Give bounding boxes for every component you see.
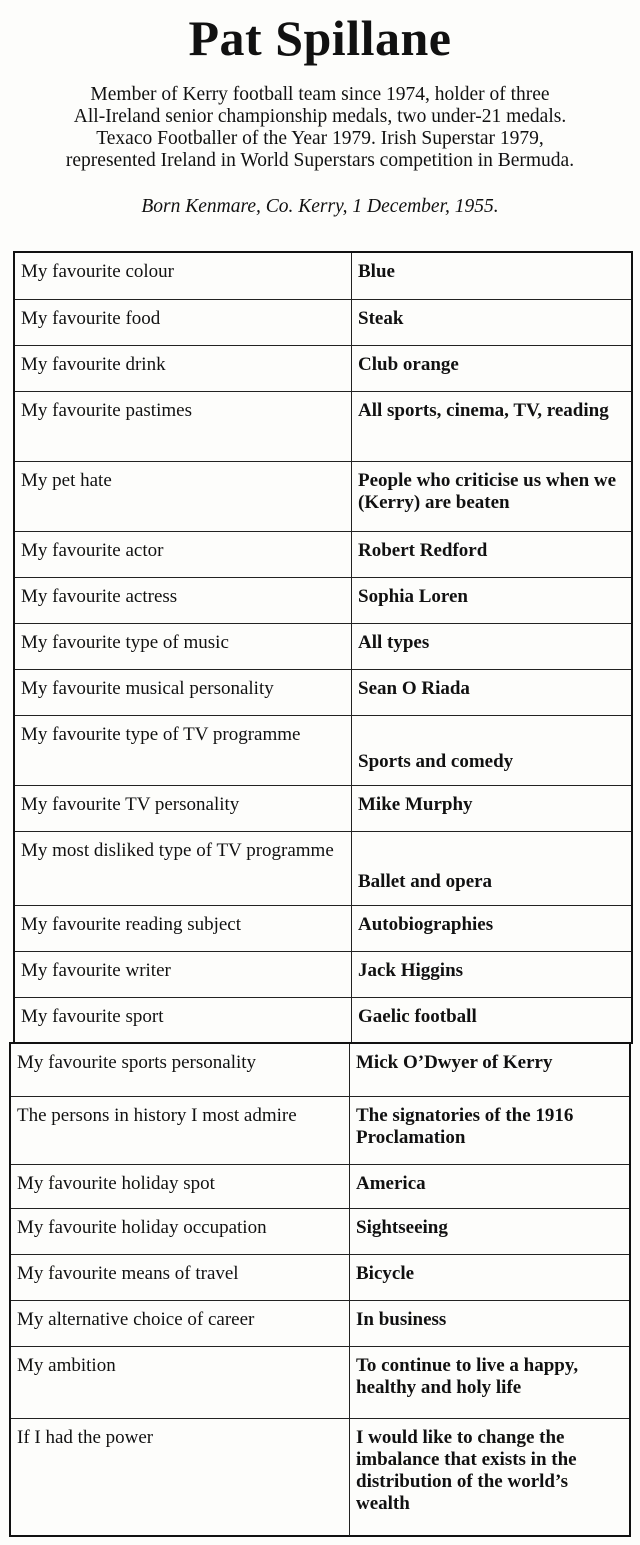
row-value: To continue to live a happy, healthy and… xyxy=(349,1347,629,1418)
row-label: My favourite colour xyxy=(21,261,175,282)
row-value: The signatories of the 1916 Proclamation xyxy=(349,1097,629,1164)
table-row: My favourite food Steak xyxy=(15,299,631,345)
table-row: My favourite holiday spot America xyxy=(11,1164,629,1208)
row-value: Sports and comedy xyxy=(351,716,631,785)
table-row: My favourite writer Jack Higgins xyxy=(15,951,631,997)
row-value: Robert Redford xyxy=(351,532,631,577)
favourites-table-1: My favourite colour Blue My favourite food… xyxy=(13,251,633,1044)
table-row: If I had the power I would like to change… xyxy=(11,1418,629,1536)
table-row: My favourite means of travel Bicycle xyxy=(11,1254,629,1300)
table-row: My favourite actor Robert Redford xyxy=(15,531,631,577)
row-label: My favourite sports personality xyxy=(17,1052,257,1073)
row-label: My ambition xyxy=(17,1355,116,1376)
row-value: Ballet and opera xyxy=(351,832,631,905)
row-label: My favourite holiday spot xyxy=(17,1173,215,1194)
row-label: My favourite musical personality xyxy=(21,678,274,699)
row-value: Mick O’Dwyer of Kerry xyxy=(349,1044,629,1096)
row-label: My favourite type of music xyxy=(21,632,229,653)
table-row: My favourite type of TV programme Sports … xyxy=(15,715,631,785)
row-label: My favourite means of travel xyxy=(17,1263,239,1284)
row-value: All types xyxy=(351,624,631,669)
row-value: Autobiographies xyxy=(351,906,631,951)
table-row: My most disliked type of TV programme Bal… xyxy=(15,831,631,905)
row-value: Steak xyxy=(351,300,631,345)
table-row: My favourite musical personality Sean O R… xyxy=(15,669,631,715)
favourites-table-2: My favourite sports personality Mick O’Dw… xyxy=(9,1042,631,1537)
row-value: In business xyxy=(349,1301,629,1346)
table-row: My favourite sports personality Mick O’Dw… xyxy=(11,1044,629,1096)
row-label: My most disliked type of TV programme xyxy=(21,840,334,861)
row-value: Sophia Loren xyxy=(351,578,631,623)
row-label: My favourite sport xyxy=(21,1006,164,1027)
table-row: My favourite colour Blue xyxy=(15,253,631,299)
row-label: My favourite actor xyxy=(21,540,164,561)
table-row: My favourite TV personality Mike Murphy xyxy=(15,785,631,831)
row-value: Bicycle xyxy=(349,1255,629,1300)
row-label: My alternative choice of career xyxy=(17,1309,255,1330)
row-value: Jack Higgins xyxy=(351,952,631,997)
intro-paragraph: Member of Kerry football team since 1974… xyxy=(0,84,640,172)
intro-line: represented Ireland in World Superstars … xyxy=(65,150,575,171)
row-value: America xyxy=(349,1165,629,1208)
row-label: My favourite food xyxy=(21,308,161,329)
table-row: My favourite actress Sophia Loren xyxy=(15,577,631,623)
table-row: My favourite type of music All types xyxy=(15,623,631,669)
table-row: The persons in history I most admire The … xyxy=(11,1096,629,1164)
intro-line: Texaco Footballer of the Year 1979. Iris… xyxy=(96,128,544,149)
row-value: Gaelic football xyxy=(351,998,631,1043)
row-value: All sports, cinema, TV, reading xyxy=(351,392,631,461)
table-row: My favourite reading subject Autobiograph… xyxy=(15,905,631,951)
row-value: Blue xyxy=(351,253,631,299)
row-label: If I had the power xyxy=(17,1427,154,1448)
row-label: My favourite pastimes xyxy=(21,400,192,421)
table-row: My alternative choice of career In busine… xyxy=(11,1300,629,1346)
table-row: My favourite sport Gaelic football xyxy=(15,997,631,1043)
intro-line: Member of Kerry football team since 1974… xyxy=(90,84,550,105)
row-label: My favourite holiday occupation xyxy=(17,1217,267,1238)
row-value: Sightseeing xyxy=(349,1209,629,1254)
row-value: Sean O Riada xyxy=(351,670,631,715)
row-value: Club orange xyxy=(351,346,631,391)
row-label: My favourite TV personality xyxy=(21,794,240,815)
row-value: People who criticise us when we (Kerry) … xyxy=(351,462,631,531)
table-row: My ambition To continue to live a happy, … xyxy=(11,1346,629,1418)
table-row: My pet hate People who criticise us when … xyxy=(15,461,631,531)
row-label: My favourite actress xyxy=(21,586,178,607)
birth-info: Born Kenmare, Co. Kerry, 1 December, 195… xyxy=(141,196,499,217)
row-label: My pet hate xyxy=(21,470,112,491)
table-row: My favourite pastimes All sports, cinema,… xyxy=(15,391,631,461)
row-label: My favourite drink xyxy=(21,354,166,375)
intro-line: All-Ireland senior championship medals, … xyxy=(73,106,567,127)
row-label: The persons in history I most admire xyxy=(17,1105,297,1126)
page-title: Pat Spillane xyxy=(188,10,452,66)
row-label: My favourite type of TV programme xyxy=(21,724,301,745)
row-value: I would like to change the imbalance tha… xyxy=(349,1419,629,1536)
row-value: Mike Murphy xyxy=(351,786,631,831)
row-label: My favourite reading subject xyxy=(21,914,242,935)
row-label: My favourite writer xyxy=(21,960,171,981)
table-row: My favourite holiday occupation Sightseei… xyxy=(11,1208,629,1254)
table-row: My favourite drink Club orange xyxy=(15,345,631,391)
